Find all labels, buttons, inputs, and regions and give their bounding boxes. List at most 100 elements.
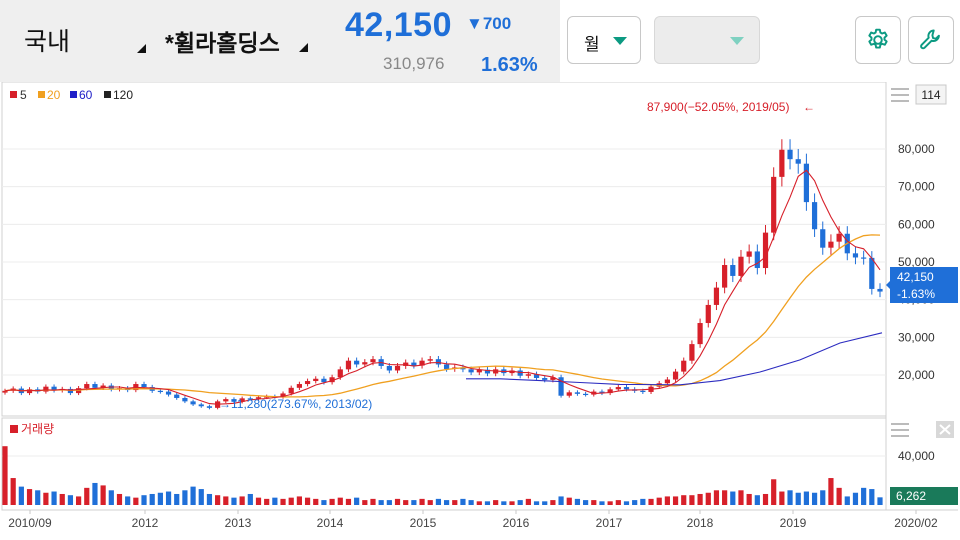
candle-body	[558, 377, 564, 396]
volume-bar	[386, 500, 392, 505]
chart-area[interactable]: 5 20 60 120 114 80,000 70,000 60,000 50,000…	[0, 82, 960, 540]
candle-body	[2, 390, 8, 393]
volume-bar	[493, 500, 499, 505]
candle-body	[795, 159, 801, 164]
candle-body	[476, 369, 482, 373]
candle-body	[861, 257, 867, 259]
volume-bar	[223, 496, 229, 505]
volume-bar	[296, 496, 302, 505]
price-tag-pointer	[886, 281, 890, 289]
high-annotation: 87,900(−52.05%, 2019/05)	[647, 100, 789, 114]
volume-bar	[100, 485, 106, 505]
volume-bars	[2, 446, 883, 505]
volume-bar	[206, 493, 213, 505]
ma-legend: 5 20 60 120	[10, 88, 133, 102]
volume-bar	[288, 497, 294, 505]
x-axis-label: 2019	[780, 516, 807, 530]
volume-bar	[746, 493, 752, 505]
volume-bar	[435, 498, 442, 505]
candle-body	[574, 392, 581, 394]
volume-bar	[35, 490, 41, 505]
ma60-line	[466, 332, 883, 386]
stock-name-selector[interactable]: *휠라홀딩스	[165, 30, 280, 56]
candle-body	[681, 360, 687, 372]
candle-body	[280, 393, 286, 397]
volume-bar	[607, 501, 613, 505]
volume-bar	[92, 482, 98, 505]
volume-bar	[681, 495, 687, 505]
volume-bar	[231, 497, 237, 505]
price-tick-label: 20,000	[898, 368, 935, 382]
candle-body	[803, 163, 810, 203]
price-tick-label: 70,000	[898, 180, 935, 194]
volume-bar	[67, 495, 74, 505]
candle-body	[787, 149, 793, 160]
legend-label-60: 60	[79, 88, 93, 102]
volume-bar	[133, 497, 139, 505]
candle-body	[754, 251, 760, 269]
candle-body	[198, 404, 204, 407]
market-dropdown-icon[interactable]	[137, 44, 146, 53]
candle-body	[92, 384, 98, 388]
volume-bar	[125, 496, 131, 505]
tools-button[interactable]	[908, 16, 954, 64]
volume-bar	[280, 498, 286, 505]
candle-body	[247, 398, 253, 400]
candle-body	[43, 386, 49, 392]
candle-body	[583, 393, 589, 396]
candle-body	[771, 176, 777, 233]
volume-bar	[484, 501, 491, 505]
candle-body	[411, 362, 417, 366]
volume-bar	[509, 501, 515, 505]
candle-body	[542, 378, 548, 380]
volume-bar	[656, 497, 662, 505]
volume-tick-40000: 40,000	[898, 449, 935, 463]
candle-body	[722, 265, 728, 288]
volume-panel[interactable]	[1, 417, 887, 511]
candle-body	[394, 365, 401, 371]
volume-bar	[795, 492, 801, 505]
volume-bar	[116, 493, 123, 505]
volume-bar	[877, 497, 883, 505]
candle-body	[836, 233, 842, 242]
volume-bar	[84, 487, 90, 505]
price-tick-label: 30,000	[898, 330, 935, 344]
x-axis-label: 2010/09	[8, 516, 52, 530]
volume-bar	[403, 500, 409, 505]
volume-menu-icon[interactable]	[891, 423, 909, 437]
volume-bar	[844, 496, 850, 505]
settings-button[interactable]	[855, 16, 901, 64]
price-change: ▼700	[466, 14, 512, 33]
arrow-left-icon: ←	[803, 100, 815, 114]
visible-count-box[interactable]	[915, 84, 947, 105]
x-axis-label: 2018	[687, 516, 714, 530]
hamburger-menu-icon[interactable]	[891, 88, 909, 102]
stock-chart[interactable]: 5 20 60 120 114 80,000 70,000 60,000 50,000…	[0, 82, 960, 540]
candle-body	[746, 251, 752, 257]
candle-body	[738, 256, 744, 276]
volume-bar	[599, 501, 605, 505]
candle-body	[337, 369, 343, 378]
volume-bar	[18, 486, 24, 505]
price-panel[interactable]	[1, 82, 887, 417]
volume-bar	[705, 492, 711, 505]
candle-body	[525, 374, 531, 376]
volume-bar	[689, 495, 695, 505]
chevron-down-icon	[613, 37, 627, 45]
volume-bar	[468, 500, 474, 505]
candle-body	[697, 323, 703, 345]
volume-bar	[394, 498, 401, 505]
stock-dropdown-icon[interactable]	[299, 43, 308, 52]
indicator-select-button[interactable]	[654, 16, 760, 64]
ma20-line	[4, 234, 881, 398]
volume-bar	[313, 498, 319, 505]
current-volume-value: 6,262	[896, 489, 926, 503]
current-price-tag-value: 42,150	[897, 270, 934, 284]
volume-bar	[836, 487, 842, 505]
close-icon[interactable]	[936, 421, 954, 438]
legend-label-120: 120	[113, 88, 133, 102]
volume-bar	[26, 489, 33, 505]
candle-body	[141, 384, 147, 388]
market-selector[interactable]: 국내	[24, 28, 71, 56]
period-select-button[interactable]: 월	[567, 16, 641, 64]
